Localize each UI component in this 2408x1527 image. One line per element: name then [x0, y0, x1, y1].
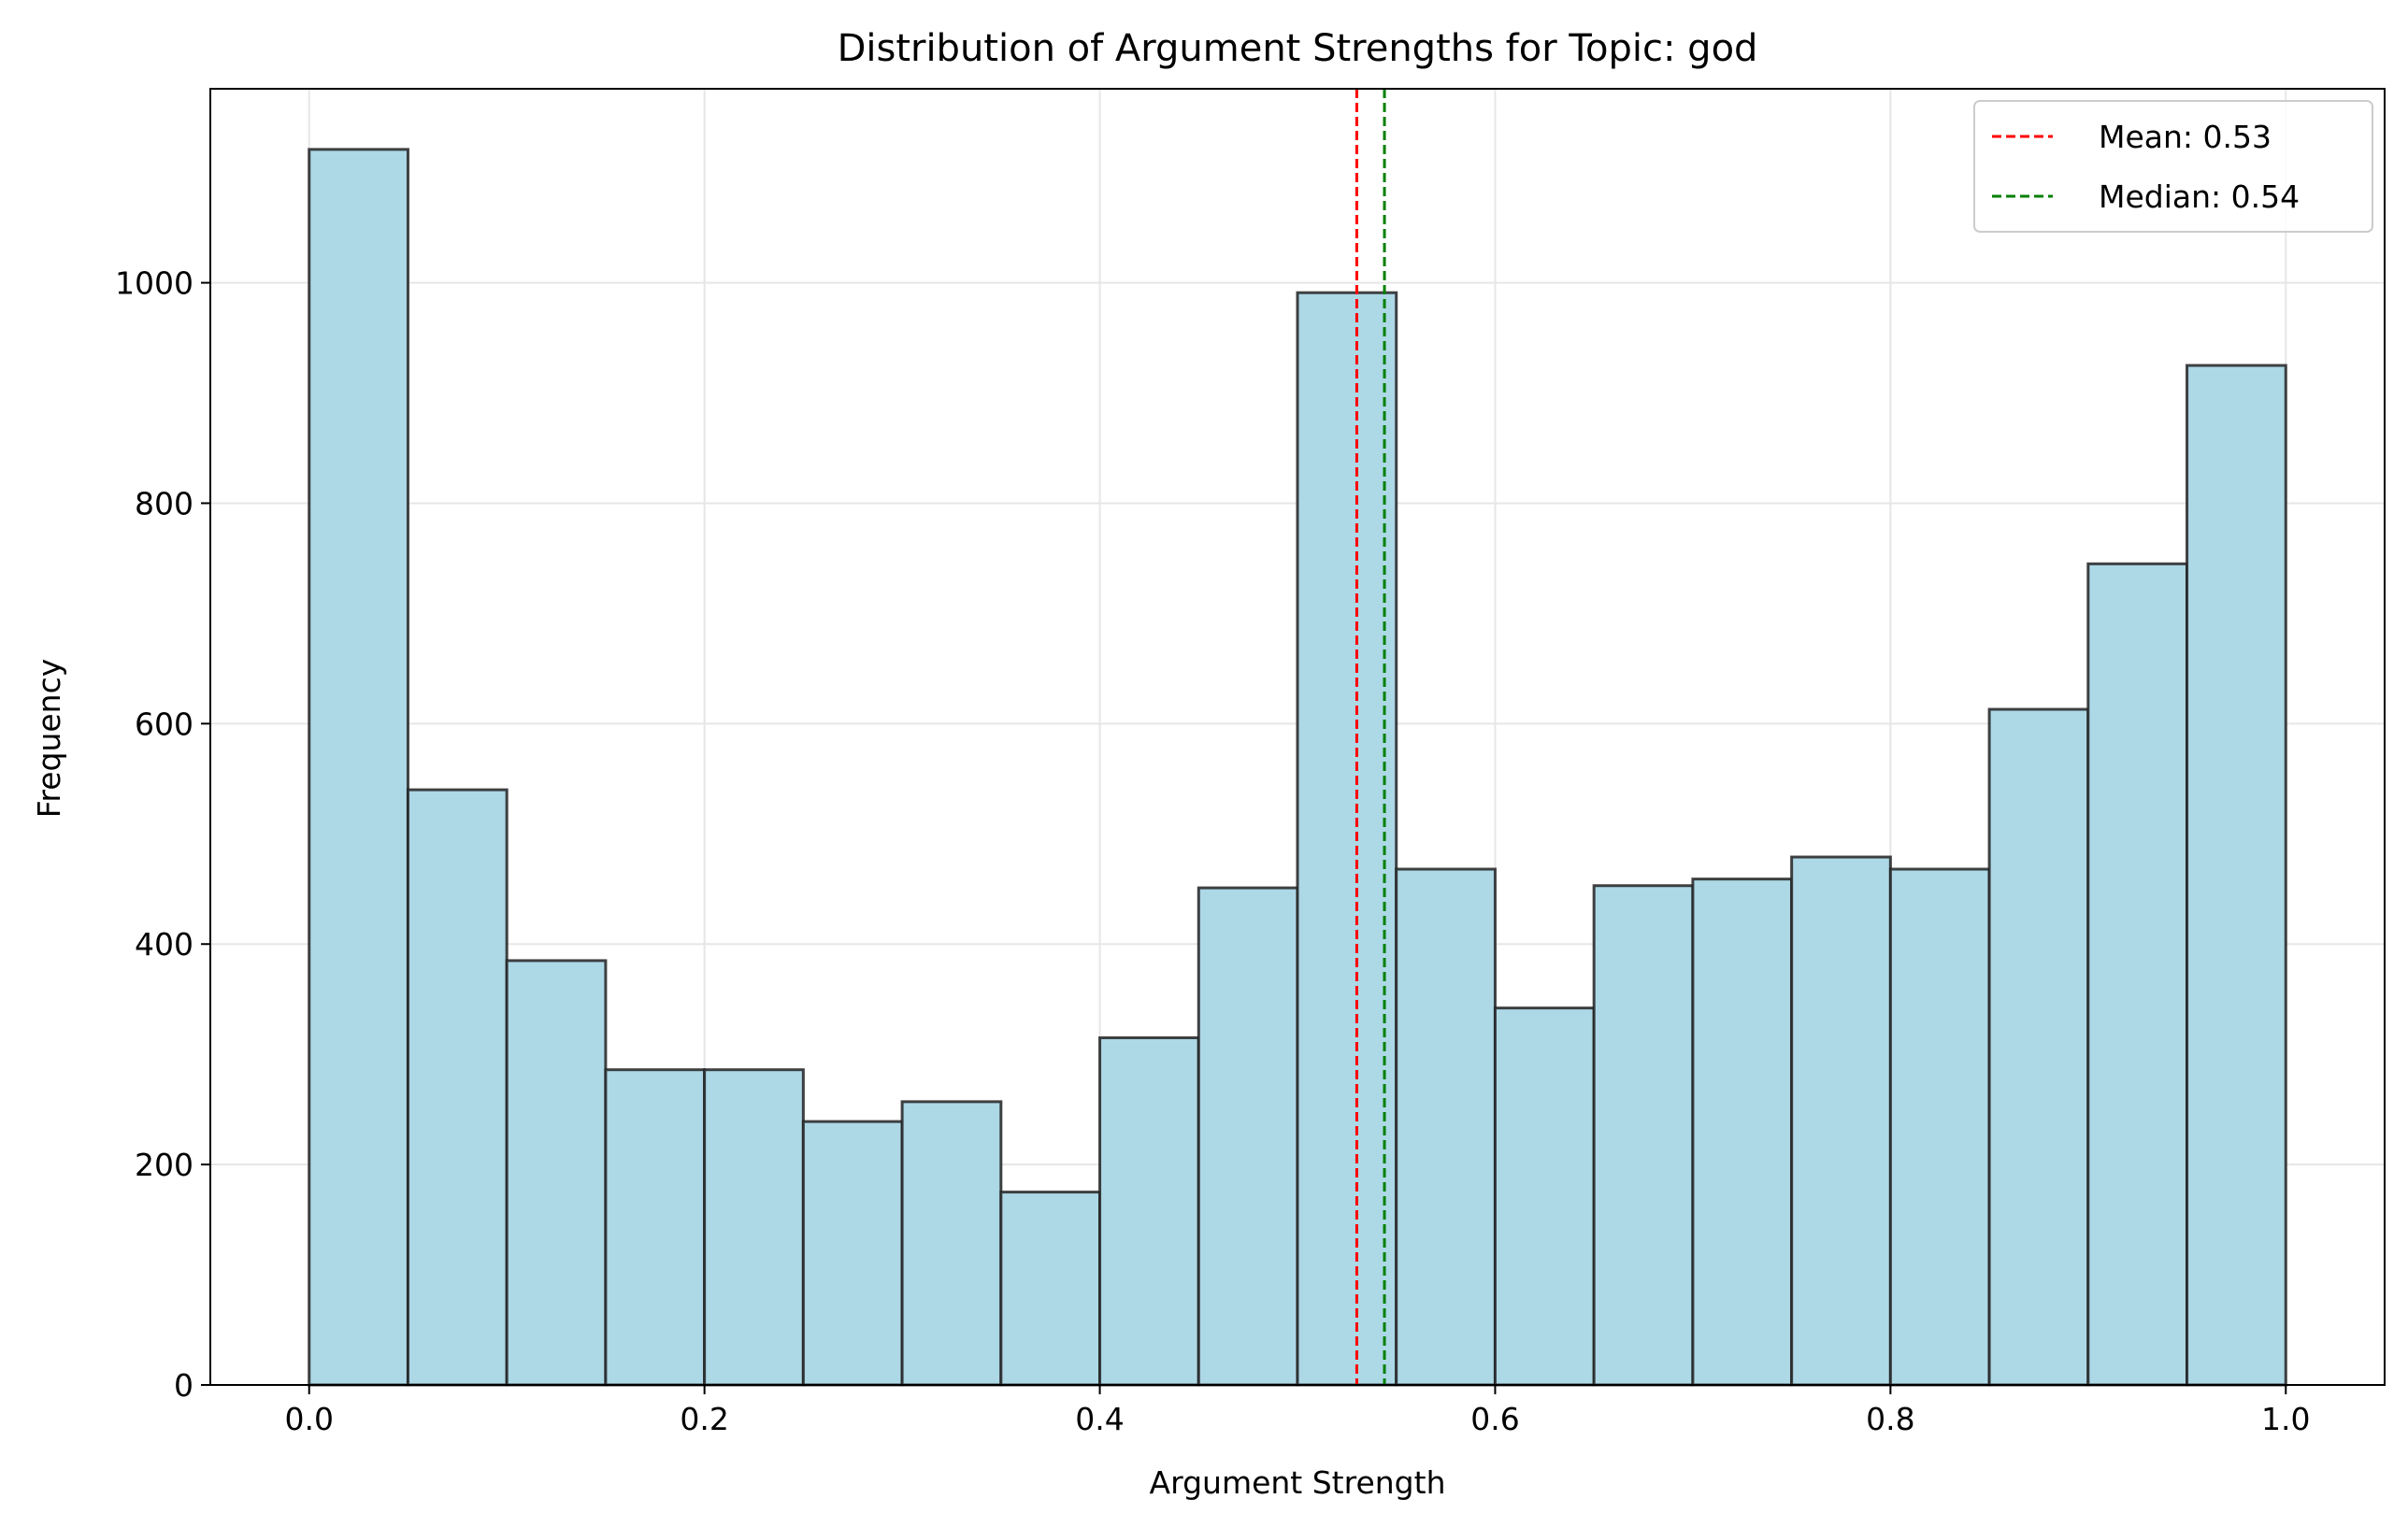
histogram-bar: [2086, 562, 2189, 1387]
legend-median-label: Median: 0.54: [2099, 178, 2300, 215]
y-tick-label: 1000: [115, 265, 194, 302]
y-tick-label: 400: [135, 926, 194, 963]
histogram-bar: [1197, 886, 1299, 1387]
histogram-bar: [1395, 867, 1497, 1387]
reference-lines-layer: [1354, 89, 1386, 1385]
histogram-bar: [1790, 855, 1892, 1387]
x-tick-label: 0.0: [284, 1401, 333, 1437]
histogram-bar: [1098, 1035, 1200, 1387]
x-tick-label: 0.6: [1470, 1401, 1519, 1437]
bars-layer: [308, 148, 2287, 1387]
y-axis-ticks: 0 200 400 600 800 1000: [115, 265, 210, 1404]
histogram-bar: [999, 1191, 1102, 1387]
histogram-bar: [505, 959, 608, 1387]
histogram-bar: [1592, 884, 1695, 1387]
y-tick-label: 600: [135, 706, 194, 742]
x-axis-ticks: 0.0 0.2 0.4 0.6 0.8 1.0: [284, 1385, 2311, 1437]
y-tick-label: 0: [174, 1367, 194, 1404]
histogram-bar: [308, 148, 409, 1387]
histogram-bar: [2186, 364, 2287, 1387]
x-tick-label: 1.0: [2261, 1401, 2310, 1437]
histogram-bar: [1691, 878, 1794, 1387]
histogram-bar: [1987, 707, 2090, 1387]
histogram-bar: [1296, 291, 1398, 1387]
y-axis-label: Frequency: [31, 659, 67, 818]
y-tick-label: 800: [135, 485, 194, 521]
legend-box: [1973, 100, 2373, 233]
histogram-bar: [604, 1068, 707, 1387]
histogram-bar: [900, 1100, 1003, 1387]
x-tick-label: 0.4: [1075, 1401, 1124, 1437]
x-tick-label: 0.8: [1866, 1401, 1914, 1437]
plot-frame: [209, 88, 2386, 1386]
histogram-bar: [1888, 867, 1991, 1387]
chart-title: Distribution of Argument Strengths for T…: [838, 27, 1758, 70]
x-axis-label: Argument Strength: [1150, 1464, 1446, 1501]
histogram-bar: [801, 1120, 904, 1387]
histogram-bar: [1493, 1006, 1596, 1387]
x-tick-label: 0.2: [680, 1401, 728, 1437]
legend-mean-label: Mean: 0.53: [2099, 119, 2272, 155]
histogram-bar: [406, 788, 509, 1387]
histogram-bar: [703, 1068, 805, 1387]
legend: Mean: 0.53 Median: 0.54: [1973, 100, 2373, 233]
y-tick-label: 200: [135, 1147, 194, 1183]
